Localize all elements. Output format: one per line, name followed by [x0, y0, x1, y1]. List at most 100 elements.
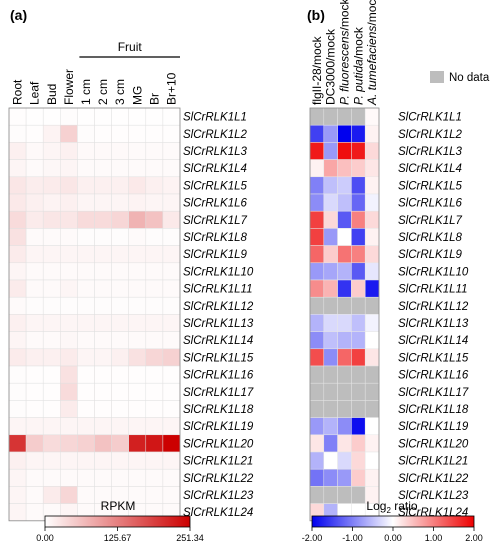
column-label-b: DC3000/mock [324, 28, 338, 105]
row-label-b: SlCrRLK1L6 [398, 198, 463, 210]
cell-a-SlCrRLK1L17-Bud [42, 382, 61, 401]
cell-a-SlCrRLK1L18-Flower [60, 400, 78, 418]
cell-a-SlCrRLK1L3-1 cm [77, 142, 95, 160]
cell-a-SlCrRLK1L21-Flower [60, 451, 78, 470]
cell-b-SlCrRLK1L21-P. fluorescens/mock [337, 451, 352, 470]
column-label-a: Root [11, 79, 25, 105]
cell-a-SlCrRLK1L15-Root [8, 348, 27, 367]
cell-a-SlCrRLK1L13-Flower [60, 314, 78, 332]
cell-a-SlCrRLK1L23-1 cm [77, 486, 95, 504]
cell-b-SlCrRLK1L12-DC3000/mock [323, 296, 338, 315]
cell-b-SlCrRLK1L2-DC3000/mock [323, 124, 338, 143]
cell-b-SlCrRLK1L11-P. fluorescens/mock [337, 279, 352, 298]
cell-a-SlCrRLK1L6-2 cm [94, 193, 112, 212]
cell-a-SlCrRLK1L5-Bud [42, 176, 61, 195]
cell-b-SlCrRLK1L23-P. fluorescens/mock [337, 486, 352, 504]
row-label-b: SlCrRLK1L14 [398, 335, 468, 347]
cell-a-SlCrRLK1L22-Br [145, 468, 164, 487]
column-labels-a: Root Leaf Bud Flower 1 cm 2 cm 3 cm MG Br Br+10 [11, 69, 179, 105]
cells-b [309, 107, 380, 522]
cell-b-SlCrRLK1L19-flgII-28/mock [309, 417, 325, 436]
cell-a-SlCrRLK1L4-1 cm [77, 159, 95, 178]
cell-b-SlCrRLK1L12-A. tumefaciens/mock [364, 296, 380, 315]
colorbar-b [311, 515, 475, 528]
row-label-a: SlCrRLK1L22 [183, 473, 254, 485]
cell-a-SlCrRLK1L2-Br [145, 124, 164, 143]
cell-a-SlCrRLK1L2-Bud [42, 124, 61, 143]
cell-a-SlCrRLK1L15-Flower [60, 348, 78, 367]
cell-a-SlCrRLK1L10-1 cm [77, 262, 95, 281]
cell-b-SlCrRLK1L6-P. putida/mock [351, 193, 366, 212]
cell-a-SlCrRLK1L6-1 cm [77, 193, 95, 212]
cell-a-SlCrRLK1L22-MG [128, 468, 147, 487]
column-label-b: P. fluorescens/mock [338, 0, 352, 105]
colorbar-title-b-sub: 2 [386, 506, 391, 515]
cell-a-SlCrRLK1L6-Leaf [25, 193, 44, 212]
cell-a-SlCrRLK1L21-1 cm [77, 451, 95, 470]
cell-b-SlCrRLK1L14-flgII-28/mock [309, 331, 325, 350]
cell-a-SlCrRLK1L15-Br+10 [162, 348, 181, 367]
cell-a-SlCrRLK1L12-Br [145, 296, 164, 315]
cell-a-SlCrRLK1L8-Flower [60, 228, 78, 246]
colorbar-title-a: RPKM [101, 499, 136, 513]
cell-a-SlCrRLK1L17-MG [128, 382, 147, 401]
cell-b-SlCrRLK1L21-DC3000/mock [323, 451, 338, 470]
cell-a-SlCrRLK1L21-MG [128, 451, 147, 470]
cell-a-SlCrRLK1L7-Br [145, 210, 164, 229]
cell-b-SlCrRLK1L1-flgII-28/mock [309, 107, 325, 126]
row-label-b: SlCrRLK1L22 [398, 473, 469, 485]
cell-a-SlCrRLK1L14-Br+10 [162, 331, 181, 350]
cell-a-SlCrRLK1L1-Leaf [25, 107, 44, 126]
colorbar-ticks-b: -2.00 -1.00 0.00 1.00 2.00 [302, 527, 483, 543]
cell-b-SlCrRLK1L4-DC3000/mock [323, 159, 338, 178]
cell-b-SlCrRLK1L10-DC3000/mock [323, 262, 338, 281]
cell-a-SlCrRLK1L7-3 cm [111, 210, 129, 229]
row-label-b: SlCrRLK1L9 [398, 249, 463, 261]
cell-b-SlCrRLK1L2-P. fluorescens/mock [337, 124, 352, 143]
cell-b-SlCrRLK1L6-DC3000/mock [323, 193, 338, 212]
cell-a-SlCrRLK1L9-Bud [42, 245, 61, 264]
cell-b-SlCrRLK1L12-flgII-28/mock [309, 296, 325, 315]
cell-a-SlCrRLK1L20-Flower [60, 434, 78, 453]
cell-a-SlCrRLK1L6-Br+10 [162, 193, 181, 212]
cell-a-SlCrRLK1L7-2 cm [94, 210, 112, 229]
row-label-b: SlCrRLK1L19 [398, 421, 469, 433]
cell-a-SlCrRLK1L5-Br+10 [162, 176, 181, 195]
cell-a-SlCrRLK1L14-Br [145, 331, 164, 350]
cell-b-SlCrRLK1L8-P. putida/mock [351, 228, 366, 246]
row-label-b: SlCrRLK1L13 [398, 318, 469, 330]
cell-b-SlCrRLK1L16-A. tumefaciens/mock [364, 365, 380, 384]
cell-a-SlCrRLK1L19-Leaf [25, 417, 44, 436]
cell-a-SlCrRLK1L8-MG [128, 228, 147, 246]
cell-a-SlCrRLK1L10-MG [128, 262, 147, 281]
row-label-b: SlCrRLK1L15 [398, 352, 469, 364]
cell-a-SlCrRLK1L10-3 cm [111, 262, 129, 281]
cell-b-SlCrRLK1L9-flgII-28/mock [309, 245, 325, 264]
cell-b-SlCrRLK1L22-P. putida/mock [351, 468, 366, 487]
row-label-a: SlCrRLK1L4 [183, 163, 247, 175]
cell-b-SlCrRLK1L16-flgII-28/mock [309, 365, 325, 384]
cell-b-SlCrRLK1L1-P. fluorescens/mock [337, 107, 352, 126]
cell-a-SlCrRLK1L15-Br [145, 348, 164, 367]
cell-b-SlCrRLK1L7-A. tumefaciens/mock [364, 210, 380, 229]
colorbar-ticks-a: 0.00 125.67 251.34 [36, 527, 204, 543]
cell-a-SlCrRLK1L12-2 cm [94, 296, 112, 315]
cell-b-SlCrRLK1L18-P. fluorescens/mock [337, 400, 352, 418]
cell-b-SlCrRLK1L10-P. putida/mock [351, 262, 366, 281]
cell-b-SlCrRLK1L7-DC3000/mock [323, 210, 338, 229]
cell-b-SlCrRLK1L16-DC3000/mock [323, 365, 338, 384]
cell-b-SlCrRLK1L8-DC3000/mock [323, 228, 338, 246]
cell-a-SlCrRLK1L9-Br [145, 245, 164, 264]
cell-a-SlCrRLK1L11-Br [145, 279, 164, 298]
cell-a-SlCrRLK1L6-Flower [60, 193, 78, 212]
cell-a-SlCrRLK1L9-Flower [60, 245, 78, 264]
cell-a-SlCrRLK1L12-3 cm [111, 296, 129, 315]
cell-a-SlCrRLK1L16-Root [8, 365, 27, 384]
column-label-b: flgII-28/mock [310, 35, 324, 105]
cell-a-SlCrRLK1L19-1 cm [77, 417, 95, 436]
cell-a-SlCrRLK1L12-1 cm [77, 296, 95, 315]
cell-a-SlCrRLK1L1-MG [128, 107, 147, 126]
cell-a-SlCrRLK1L9-MG [128, 245, 147, 264]
row-label-a: SlCrRLK1L8 [183, 232, 248, 244]
